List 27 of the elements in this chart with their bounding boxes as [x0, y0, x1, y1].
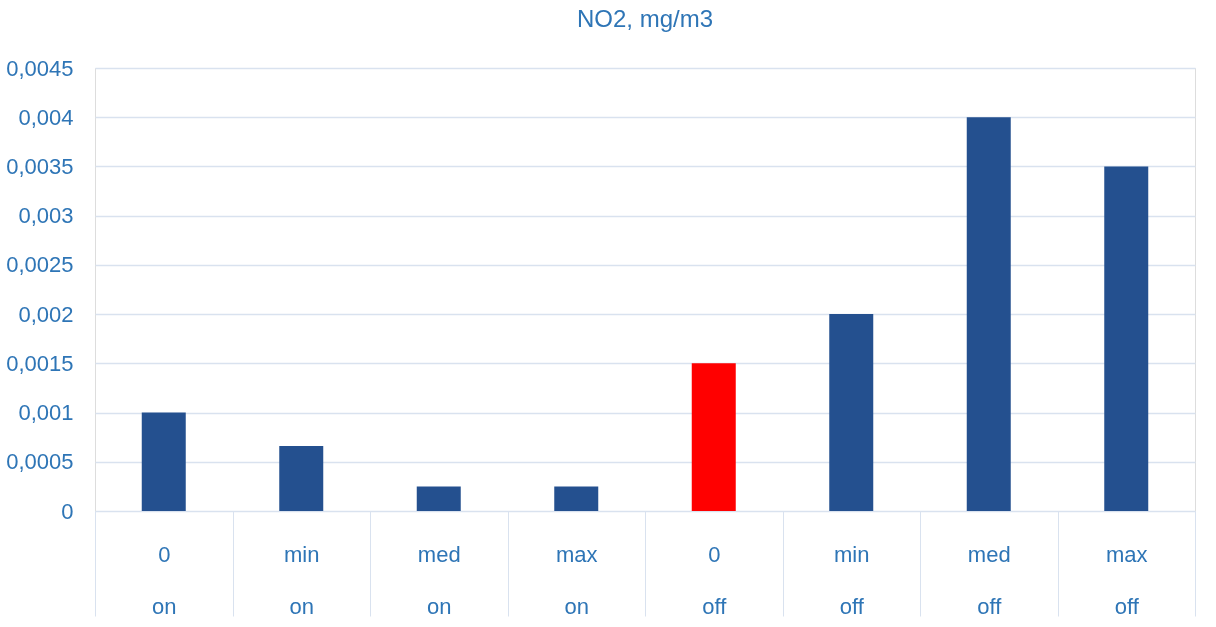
y-tick-label: 0,001	[18, 400, 74, 426]
y-tick-label: 0	[61, 498, 74, 524]
bar	[141, 412, 186, 511]
category-label: min off	[834, 541, 870, 619]
category-label: med on	[417, 541, 461, 619]
y-tick-label: 0,0035	[6, 153, 74, 179]
category-label: med off	[967, 541, 1011, 619]
y-tick-label: 0,0045	[6, 55, 74, 81]
category-label: max on	[555, 541, 598, 619]
y-tick-label: 0,0015	[6, 350, 74, 376]
category-label: max off	[1105, 541, 1148, 619]
bar	[1104, 166, 1149, 511]
category-label: min on	[284, 541, 320, 619]
y-tick-label: 0,003	[18, 203, 74, 229]
bar	[554, 486, 599, 511]
bar	[416, 486, 461, 511]
category-label: 0 off	[702, 541, 727, 619]
bar	[691, 363, 736, 511]
bar	[966, 117, 1011, 511]
y-tick-label: 0,004	[18, 104, 74, 130]
chart-title: NO2, mg/m3	[576, 5, 714, 32]
bar	[829, 314, 874, 511]
bar	[279, 446, 324, 511]
y-tick-label: 0,002	[18, 301, 74, 327]
y-tick-label: 0,0005	[6, 449, 74, 475]
category-label: 0 on	[152, 541, 177, 619]
y-tick-label: 0,0025	[6, 252, 74, 278]
